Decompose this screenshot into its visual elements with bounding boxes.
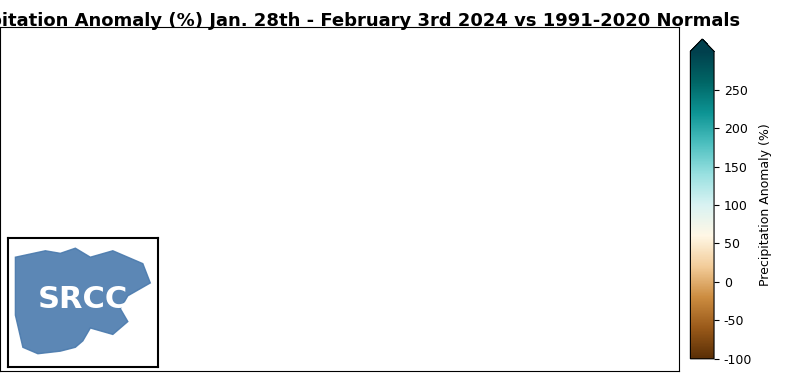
PathPatch shape xyxy=(690,39,714,51)
Y-axis label: Precipitation Anomaly (%): Precipitation Anomaly (%) xyxy=(759,124,772,286)
Text: Precipitation Anomaly (%) Jan. 28th - February 3rd 2024 vs 1991-2020 Normals: Precipitation Anomaly (%) Jan. 28th - Fe… xyxy=(0,12,740,30)
Polygon shape xyxy=(16,248,150,354)
Text: SRCC: SRCC xyxy=(38,285,128,314)
